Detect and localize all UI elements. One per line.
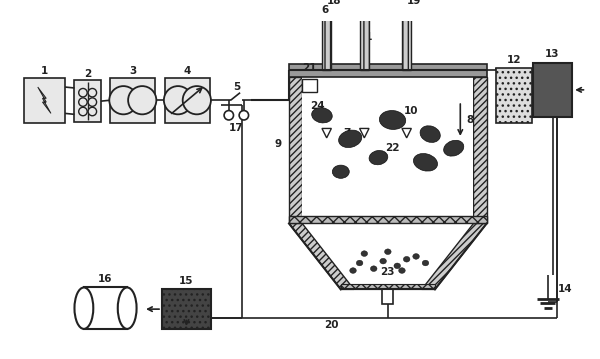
Bar bbox=[84, 288, 127, 329]
Bar bbox=[302, 77, 473, 224]
Ellipse shape bbox=[74, 288, 93, 329]
Text: 8: 8 bbox=[466, 115, 473, 125]
Ellipse shape bbox=[385, 249, 391, 255]
Ellipse shape bbox=[422, 260, 429, 266]
Bar bbox=[162, 289, 211, 329]
Bar bbox=[289, 77, 302, 224]
Text: 13: 13 bbox=[545, 49, 560, 59]
Ellipse shape bbox=[379, 111, 406, 130]
Ellipse shape bbox=[370, 266, 377, 271]
Ellipse shape bbox=[311, 108, 332, 123]
Bar bbox=[74, 80, 101, 122]
Text: 14: 14 bbox=[557, 284, 572, 294]
Text: 23: 23 bbox=[380, 267, 395, 278]
Bar bbox=[533, 62, 572, 117]
Text: 24: 24 bbox=[310, 101, 325, 111]
Bar bbox=[165, 78, 210, 123]
Ellipse shape bbox=[338, 130, 362, 148]
Polygon shape bbox=[289, 224, 354, 289]
Circle shape bbox=[239, 111, 248, 120]
Polygon shape bbox=[38, 87, 51, 113]
Circle shape bbox=[164, 86, 192, 114]
Bar bbox=[359, 18, 369, 70]
Text: 22: 22 bbox=[385, 143, 400, 153]
Text: 10: 10 bbox=[404, 106, 419, 116]
Circle shape bbox=[109, 86, 137, 114]
Ellipse shape bbox=[413, 253, 419, 259]
Bar bbox=[302, 79, 317, 92]
Circle shape bbox=[182, 86, 211, 114]
Ellipse shape bbox=[403, 256, 410, 262]
Bar bbox=[341, 284, 435, 289]
Text: 3: 3 bbox=[129, 66, 136, 76]
Bar bbox=[496, 68, 532, 123]
Circle shape bbox=[224, 111, 233, 120]
Circle shape bbox=[88, 88, 97, 97]
Ellipse shape bbox=[369, 150, 388, 165]
Polygon shape bbox=[422, 224, 487, 289]
Circle shape bbox=[79, 107, 87, 116]
Text: 12: 12 bbox=[506, 55, 521, 65]
Ellipse shape bbox=[356, 260, 363, 266]
Ellipse shape bbox=[380, 258, 386, 264]
Polygon shape bbox=[359, 129, 369, 138]
Text: 1: 1 bbox=[41, 66, 48, 76]
Bar bbox=[473, 77, 487, 224]
Bar bbox=[322, 18, 331, 70]
Text: 19: 19 bbox=[407, 0, 421, 6]
Ellipse shape bbox=[332, 165, 349, 178]
Text: 15: 15 bbox=[179, 276, 194, 286]
Bar bbox=[110, 78, 155, 123]
Text: 9: 9 bbox=[274, 139, 281, 149]
Text: 2: 2 bbox=[84, 69, 91, 79]
Ellipse shape bbox=[420, 126, 440, 143]
Text: 18: 18 bbox=[327, 0, 341, 6]
Ellipse shape bbox=[394, 263, 401, 269]
Circle shape bbox=[88, 98, 97, 106]
Text: 11: 11 bbox=[359, 32, 373, 42]
Text: 4: 4 bbox=[184, 66, 191, 76]
Bar bbox=[289, 216, 487, 224]
Polygon shape bbox=[322, 129, 331, 138]
Bar bbox=[289, 64, 487, 77]
Circle shape bbox=[79, 98, 87, 106]
Circle shape bbox=[128, 86, 157, 114]
Polygon shape bbox=[402, 129, 412, 138]
Text: 6: 6 bbox=[321, 5, 328, 15]
Ellipse shape bbox=[118, 288, 137, 329]
Ellipse shape bbox=[361, 251, 368, 256]
Ellipse shape bbox=[398, 268, 405, 273]
Bar bbox=[382, 289, 394, 304]
Text: 16: 16 bbox=[98, 274, 113, 284]
Ellipse shape bbox=[413, 154, 437, 171]
Circle shape bbox=[88, 107, 97, 116]
Ellipse shape bbox=[350, 268, 356, 273]
Text: 20: 20 bbox=[324, 320, 338, 330]
Bar bbox=[402, 18, 412, 70]
Ellipse shape bbox=[443, 140, 464, 156]
Text: 17: 17 bbox=[229, 122, 244, 132]
Bar bbox=[23, 78, 65, 123]
Circle shape bbox=[79, 88, 87, 97]
Text: 5: 5 bbox=[233, 82, 240, 92]
Text: 7: 7 bbox=[344, 128, 351, 138]
Text: 21: 21 bbox=[302, 63, 317, 73]
